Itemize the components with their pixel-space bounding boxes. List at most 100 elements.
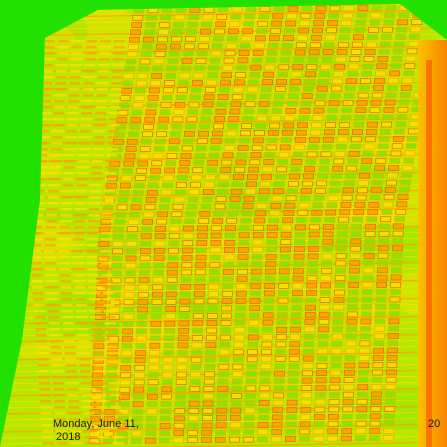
west-row-segment	[111, 418, 123, 421]
plot-cell	[189, 386, 201, 392]
plot-cell	[369, 420, 381, 427]
plot-cell	[112, 248, 123, 255]
plot-cell	[205, 334, 217, 341]
west-row-segment	[84, 58, 96, 61]
plot-cell	[210, 50, 222, 57]
plot-cell	[230, 188, 242, 195]
plot-cell	[384, 406, 396, 412]
plot-cell	[262, 319, 274, 326]
west-row-segment	[35, 166, 47, 169]
plot-cell	[231, 6, 243, 13]
plot-cell	[262, 166, 274, 173]
plot-cell	[293, 261, 305, 267]
plot-cell	[222, 276, 234, 283]
west-row-segment	[82, 88, 94, 91]
plot-cell	[369, 19, 381, 26]
west-row-segment	[45, 232, 57, 235]
west-row-segment	[88, 208, 100, 211]
plot-cell	[305, 158, 317, 165]
west-row-segment	[93, 364, 105, 367]
plot-cell	[150, 313, 162, 320]
plot-cell	[130, 437, 142, 444]
plot-cell	[243, 108, 255, 115]
west-row-segment	[111, 424, 123, 427]
plot-cell	[288, 86, 300, 92]
plot-cell	[290, 319, 302, 326]
plot-cell	[327, 195, 339, 201]
plot-cell	[157, 123, 168, 130]
west-row-segment	[104, 190, 115, 193]
plot-cell	[214, 436, 226, 443]
plot-cell	[373, 172, 384, 179]
plot-cell	[308, 246, 319, 253]
plot-cell	[130, 204, 142, 211]
plot-cell	[355, 428, 367, 434]
plot-cell	[162, 357, 174, 363]
west-row-segment	[110, 100, 121, 103]
west-row-segment	[94, 382, 106, 385]
plot-cell	[243, 21, 255, 27]
west-row-segment	[106, 352, 118, 355]
west-row-segment	[45, 226, 57, 229]
plot-cell	[232, 356, 244, 363]
plot-cell	[176, 87, 188, 94]
plot-cell	[262, 312, 274, 319]
plot-cell	[233, 174, 244, 180]
plot-cell	[212, 130, 223, 137]
plot-cell	[136, 328, 147, 335]
west-row-segment	[109, 112, 121, 115]
plot-cell	[159, 430, 171, 436]
plot-cell	[357, 92, 369, 99]
plot-cell	[246, 181, 257, 188]
west-row-segment	[65, 364, 77, 367]
plot-cell	[159, 21, 171, 28]
plot-cell	[314, 187, 326, 194]
plot-cell	[191, 174, 202, 181]
plot-cell	[244, 414, 255, 421]
west-row-segment	[42, 436, 54, 439]
plot-cell	[202, 407, 214, 414]
crop-row	[0, 321, 447, 331]
plot-cell	[236, 64, 248, 71]
west-row-segment	[104, 316, 116, 319]
plot-cell	[219, 174, 230, 181]
plot-cell	[138, 153, 150, 160]
plot-cell	[241, 123, 252, 129]
plot-cell	[264, 290, 275, 297]
plot-cell	[123, 160, 135, 167]
plot-cell	[115, 211, 127, 218]
plot-cell	[174, 408, 186, 414]
plot-cell	[383, 427, 395, 434]
plot-cell	[179, 160, 191, 166]
plot-cell	[290, 312, 302, 318]
plot-cell	[168, 50, 180, 57]
west-row-segment	[92, 346, 104, 349]
plot-cell	[284, 115, 296, 122]
west-row-segment	[82, 400, 93, 403]
west-row-segment	[59, 226, 71, 229]
plot-cell	[315, 392, 326, 398]
plot-cell	[375, 303, 386, 310]
plot-cell	[268, 130, 279, 136]
plot-cell	[342, 100, 354, 106]
plot-cell	[400, 84, 412, 91]
west-row-segment	[38, 382, 50, 385]
plot-cell	[320, 289, 331, 296]
plot-cell	[114, 219, 126, 225]
plot-cell	[293, 56, 305, 63]
plot-cell	[250, 276, 262, 282]
plot-cell	[206, 320, 218, 327]
plot-cell	[203, 378, 215, 385]
plot-cell	[188, 400, 200, 407]
plot-cell	[187, 109, 199, 115]
plot-cell	[349, 267, 360, 274]
west-row-segment	[72, 250, 83, 253]
plot-cell	[342, 187, 354, 194]
plot-cell	[190, 87, 202, 93]
plot-cell	[347, 158, 359, 165]
plot-cell	[376, 282, 388, 288]
plot-cell	[133, 379, 145, 386]
plot-cell	[315, 384, 327, 391]
plot-cell	[401, 172, 412, 179]
plot-cell	[172, 203, 184, 210]
